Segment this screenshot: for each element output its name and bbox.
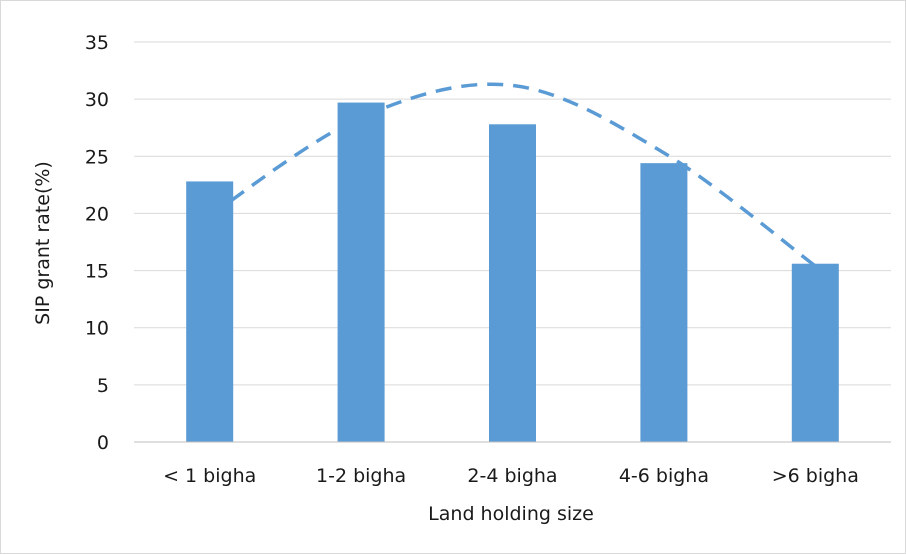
- y-tick-label: 5: [97, 375, 109, 397]
- y-tick-label: 25: [85, 146, 109, 168]
- x-axis-ticks: < 1 bigha 1-2 bigha 2-4 bigha 4-6 bigha >6 b…: [163, 465, 859, 487]
- trendline: [208, 82, 817, 268]
- bar: [791, 263, 839, 442]
- y-tick-label: 35: [85, 32, 109, 54]
- bar: [489, 124, 536, 443]
- y-tick-label: 15: [85, 261, 109, 283]
- bars: [186, 102, 839, 443]
- x-tick-label: 2-4 bigha: [467, 465, 557, 487]
- x-tick-label: 4-6 bigha: [619, 465, 709, 487]
- y-tick-label: 30: [85, 89, 109, 111]
- x-axis-title: Land holding size: [428, 503, 594, 525]
- bar: [186, 181, 234, 442]
- bar: [337, 102, 385, 443]
- bar: [640, 163, 688, 442]
- y-tick-label: 20: [85, 203, 109, 225]
- x-tick-label: < 1 bigha: [163, 465, 256, 487]
- y-axis-ticks: 0 5 10 15 20 25 30 35: [85, 32, 109, 454]
- y-axis-title: SIP grant rate(%): [32, 161, 54, 325]
- x-tick-label: >6 bigha: [772, 465, 859, 487]
- y-tick-label: 0: [97, 432, 109, 454]
- y-tick-label: 10: [85, 318, 109, 340]
- x-tick-label: 1-2 bigha: [316, 465, 406, 487]
